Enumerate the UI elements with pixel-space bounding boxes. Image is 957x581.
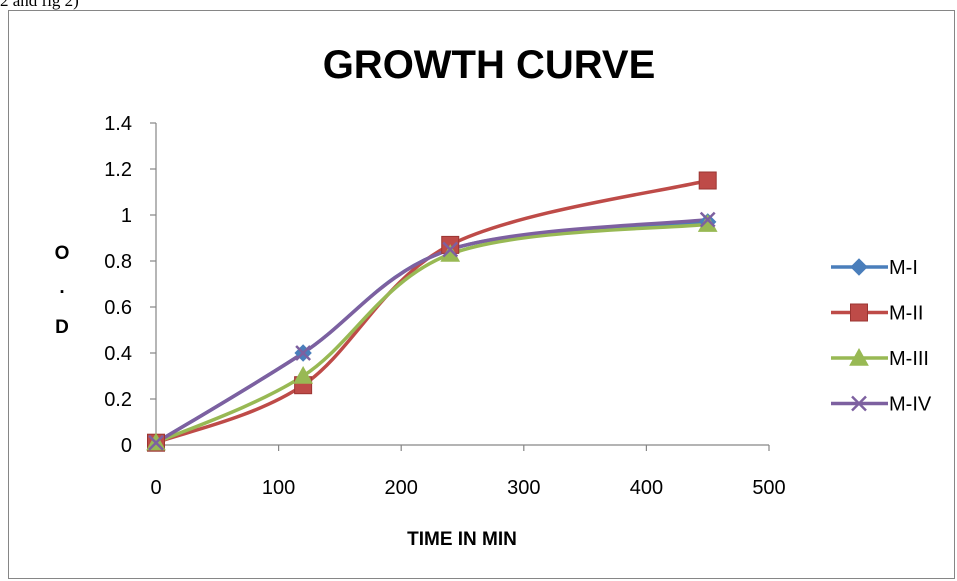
x-tick-label: 500 xyxy=(752,477,785,499)
data-point-series-2 xyxy=(698,171,717,190)
data-point-series-4 xyxy=(442,241,459,258)
series-line-2 xyxy=(154,178,710,445)
y-tick-label: 1 xyxy=(121,205,132,227)
y-tick-label: 0 xyxy=(121,435,132,457)
y-axis-title-char-2: . xyxy=(59,277,64,298)
legend-marker xyxy=(850,303,868,322)
x-tick-label: 0 xyxy=(150,477,161,499)
y-tick-label: 0.6 xyxy=(104,297,132,319)
chart-frame xyxy=(8,10,955,579)
y-axis-ticks: 0 0.2 0.4 0.6 0.8 1 1.2 1.4 xyxy=(104,113,156,457)
legend-marker xyxy=(849,347,869,366)
legend-marker xyxy=(850,258,868,276)
y-axis-title-char-3: D xyxy=(55,317,69,338)
page-text-fragment: 2 and fig 2) xyxy=(0,0,79,10)
legend-marker xyxy=(851,395,867,412)
data-point-series-4 xyxy=(295,345,312,361)
data-point-series-3 xyxy=(293,365,313,384)
x-tick-label: 200 xyxy=(385,477,418,499)
x-tick-label: 300 xyxy=(507,477,540,499)
x-tick-label: 100 xyxy=(262,477,295,499)
chart-title: GROWTH CURVE xyxy=(323,43,656,87)
data-point-series-4 xyxy=(699,211,716,228)
series-markers xyxy=(146,171,718,452)
legend-label: M-III xyxy=(889,348,929,370)
y-axis-title: O . D xyxy=(55,243,70,338)
y-tick-label: 0.8 xyxy=(104,251,132,273)
y-tick-label: 1.2 xyxy=(104,159,132,181)
series-lines xyxy=(154,178,710,445)
y-axis-title-char-1: O xyxy=(55,243,70,264)
y-tick-label: 1.4 xyxy=(104,113,132,135)
legend-label: M-IV xyxy=(889,394,932,416)
x-tick-label: 400 xyxy=(630,477,663,499)
y-tick-label: 0.2 xyxy=(104,389,132,411)
y-tick-label: 0.4 xyxy=(104,343,132,365)
legend-label: M-I xyxy=(889,257,918,279)
legend: M-I M-II M-III M-IV xyxy=(831,257,932,416)
x-axis-ticks: 0 100 200 300 400 500 xyxy=(150,445,786,499)
series-line-4 xyxy=(154,217,710,445)
x-axis-title: TIME IN MIN xyxy=(407,529,517,550)
series-line-3 xyxy=(154,222,710,445)
data-point-series-4 xyxy=(148,434,164,451)
legend-label: M-II xyxy=(889,303,923,325)
